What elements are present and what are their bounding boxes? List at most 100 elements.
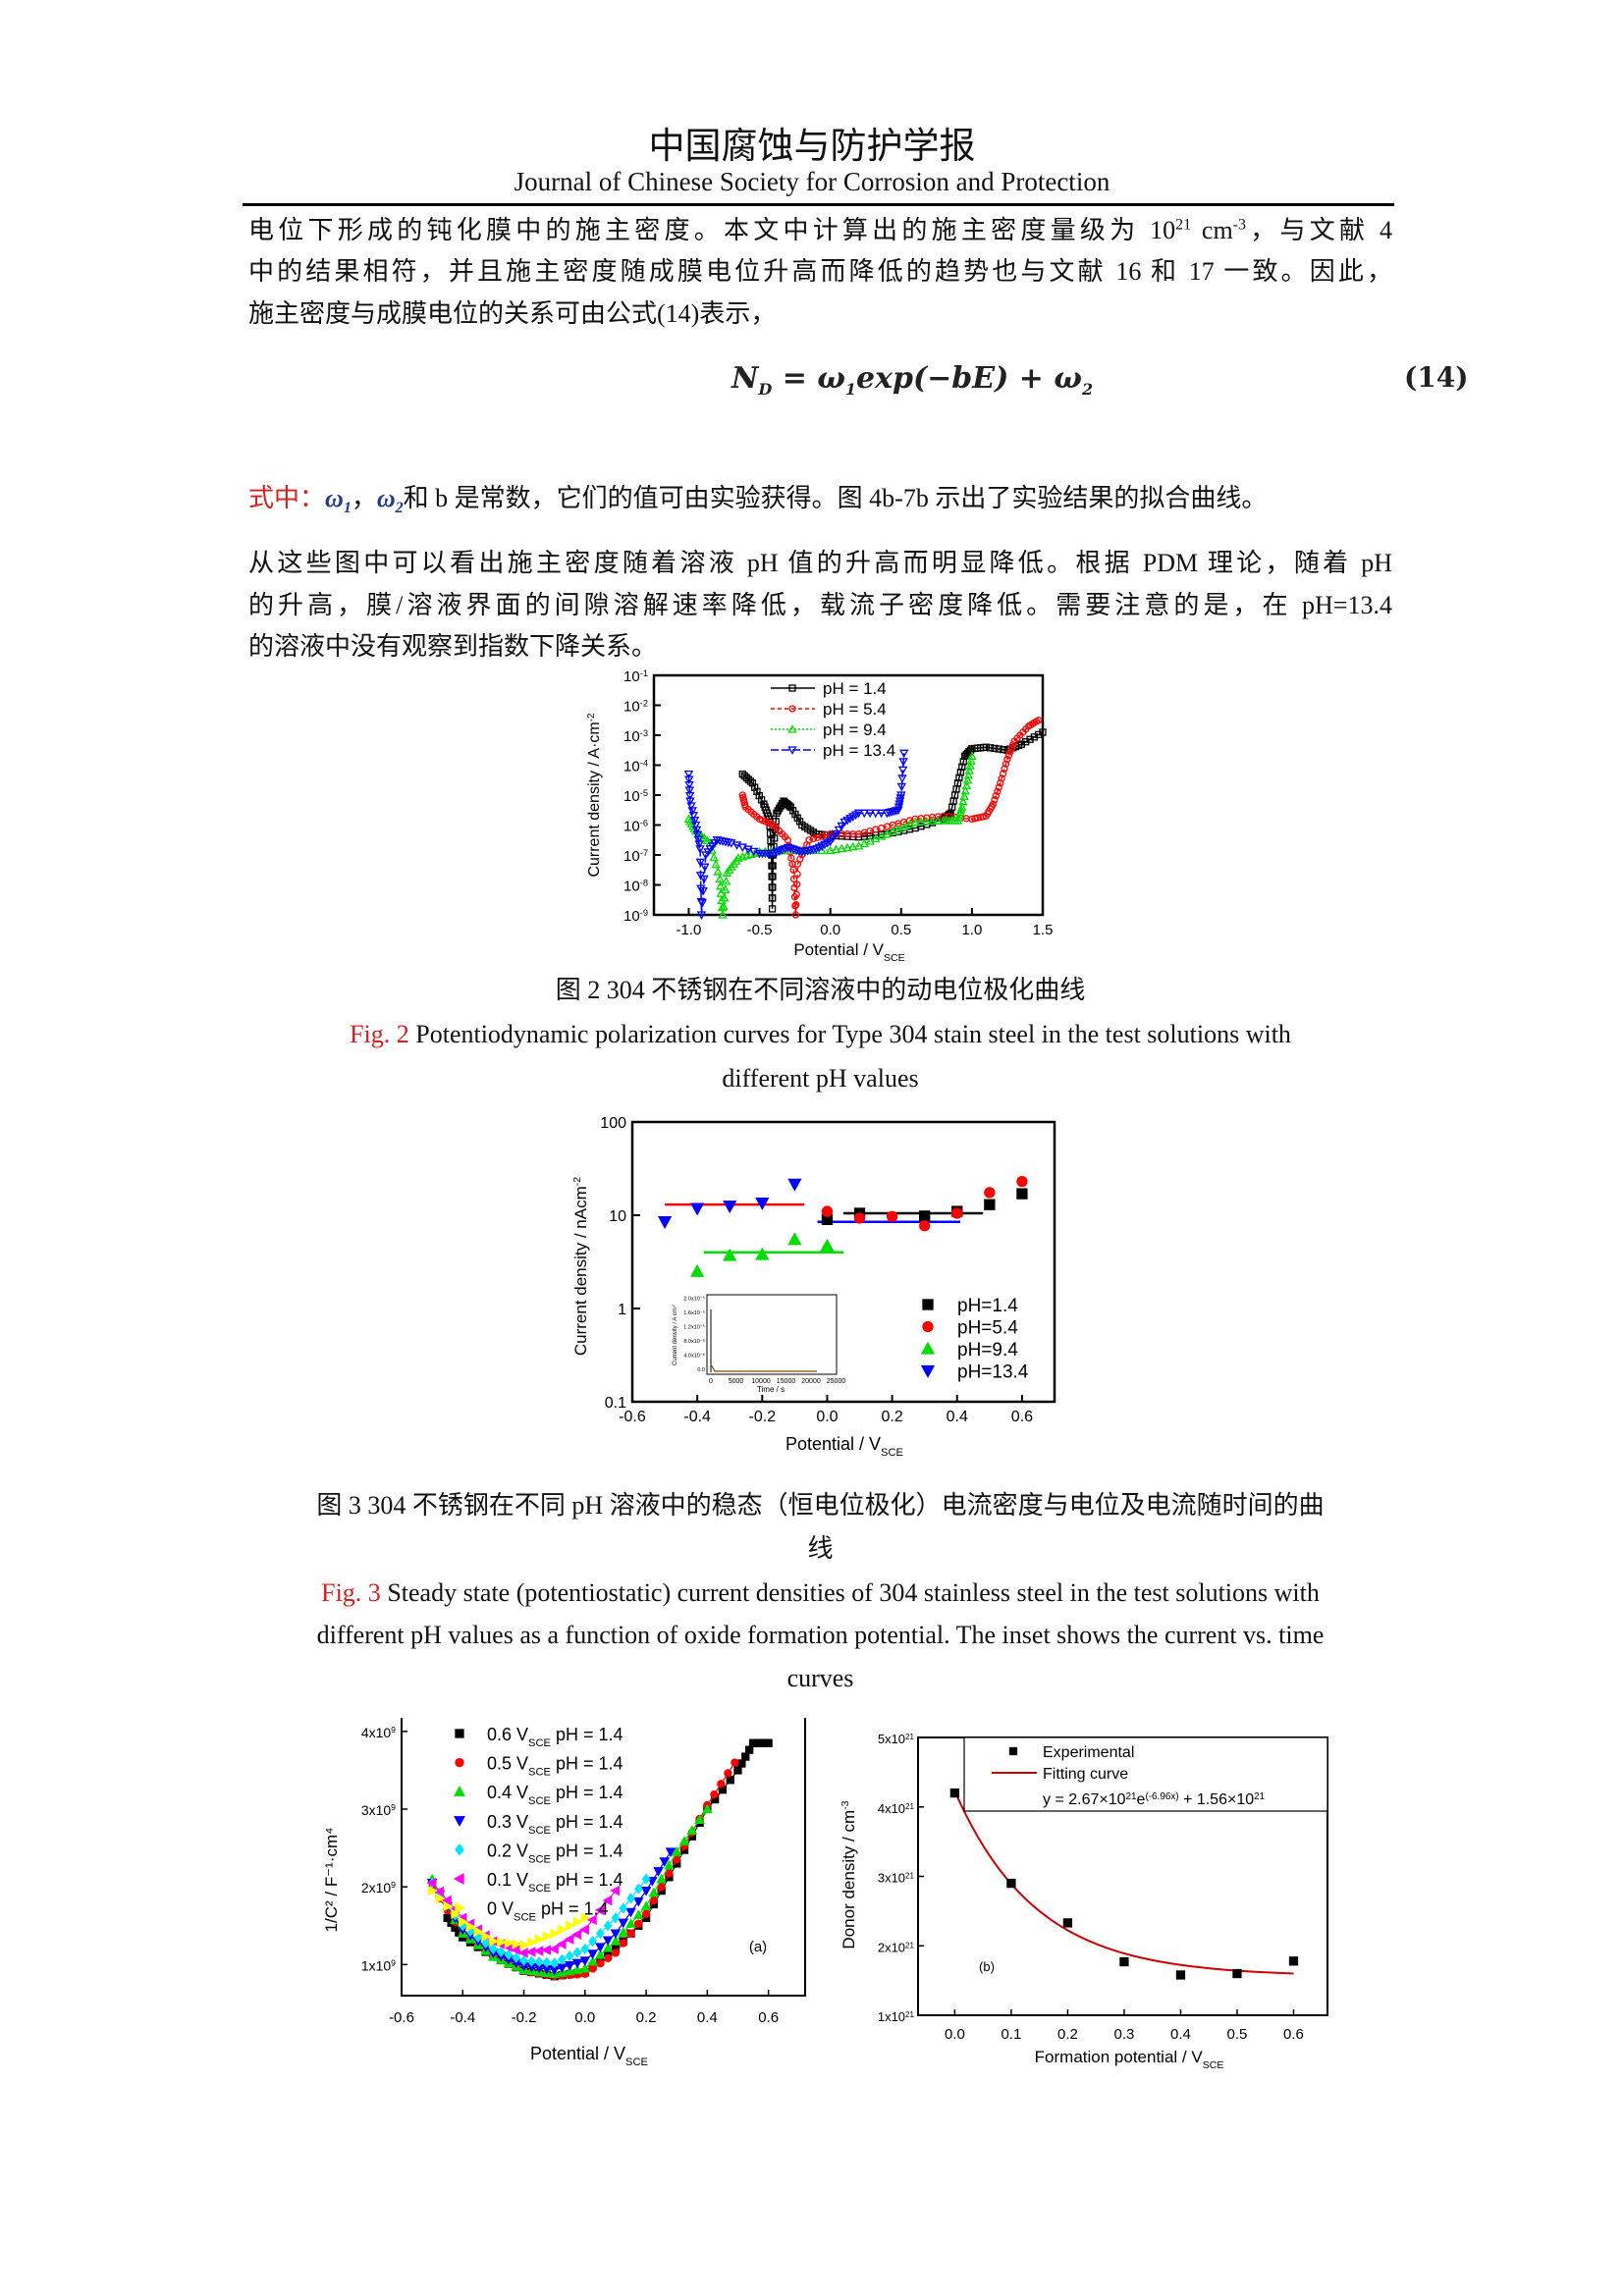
data-point [512,1951,521,1964]
data-point [695,858,705,868]
data-point [842,842,852,852]
text: (a) [749,1939,767,1955]
data-point [684,780,694,790]
text: pH = 5.4 [823,700,887,719]
legend-label: 0.1 VSCE pH = 1.4 [487,1870,623,1895]
text: 20000 [801,1378,821,1385]
sup-text: -2 [672,1305,676,1308]
data-point [566,1920,575,1932]
x-tick-label: 0.0 [574,2009,595,2026]
y-tick-label: 10-1 [623,668,648,685]
data-point [533,1946,544,1956]
inset-curve [710,1363,817,1372]
data-point [519,1940,530,1950]
y-tick-label: 10-2 [623,699,648,716]
data-point [738,771,746,778]
data-point [690,1263,705,1277]
legend-label: pH=13.4 [957,1362,1029,1383]
data-point [527,1955,536,1967]
data-point [871,833,881,843]
data-point [997,779,1004,787]
legend-label: 0.2 VSCE pH = 1.4 [487,1841,623,1865]
text: -1.0 [677,922,702,938]
data-point [957,802,967,811]
equation-number: (14) [1404,361,1469,394]
data-point [700,863,710,873]
legend-label: 0 VSCE pH = 1.4 [487,1899,609,1924]
legend-marker [455,1843,464,1856]
legend-marker [453,1873,464,1885]
x-axis-label: Potential / VSCE [793,940,904,964]
legend-label: 0.5 VSCE pH = 1.4 [487,1754,623,1779]
data-point [962,774,973,784]
sub-text: SCE [528,1883,551,1895]
data-point [596,1958,605,1968]
data-point [634,1919,643,1928]
data-point [640,1886,652,1896]
data-point [692,830,703,840]
data-point [754,846,765,856]
data-point [519,1954,528,1966]
data-point [1016,1175,1028,1188]
fig3-caption-en-line-2: different pH values as a function of oxi… [316,1621,1325,1649]
plot-frame [630,1120,1056,1404]
text: 5000 [729,1378,744,1385]
data-point [998,774,1005,782]
panel-label: (a) [749,1939,767,1955]
data-point [504,1938,514,1949]
x-tick-label: 0.0 [945,2026,965,2043]
sup: -3 [1232,216,1246,234]
data-point [695,845,705,854]
text: 10 [623,908,640,925]
inset-chart: 0 5000 10000 15000 20000 25000 0.0 4.0x10⁻⁶ 8.0x… [672,1294,845,1394]
text: 0.6 [1011,1409,1033,1425]
data-point [888,827,897,835]
data-point [791,911,800,919]
text: 0.6 [758,2009,779,2026]
y-tick-label: 10-3 [623,728,648,745]
legend-marker [787,724,797,733]
inset-y-tick-label: 1.6x10⁻⁵ [683,1309,705,1316]
y-tick-label: 0.1 [605,1395,626,1412]
journal-title-cn: 中国腐蚀与防护学报 [648,127,976,167]
panel-label: (b) [979,1959,995,1974]
text: 10 [623,788,640,805]
text: 3x10 [878,1871,905,1886]
data-point [991,796,999,804]
data-point [602,1936,614,1947]
text: 1.2x10⁻⁵ [683,1324,705,1331]
fig4a-chart: -0.6 -0.4 -0.2 0.0 0.2 0.4 0.61x1092x1093x1094… [322,1712,807,2068]
data-point [755,791,763,800]
y-tick-label: 10-7 [623,848,648,865]
data-point [640,1900,652,1911]
data-point [723,1248,737,1261]
legend-marker [454,1786,465,1796]
data-point [769,873,777,881]
inset-x-tick-label: 20000 [801,1378,821,1385]
text: 10 [623,668,640,685]
data-point [741,1752,750,1761]
data-point [963,770,974,779]
data-point [793,870,801,879]
series-pH54 [821,1175,1028,1232]
sub: 1 [343,500,352,517]
data-point [876,809,887,819]
data-point [1009,741,1017,749]
fig2-chart: -1.0 -0.5 0.0 0.5 1.0 1.510-910-810-710-610-5… [586,668,1054,964]
legend-box [963,1736,1328,1812]
data-point [992,791,1001,800]
sub: D [758,380,773,399]
data-point [791,846,801,856]
data-point [964,766,974,774]
data-point [459,1916,468,1928]
y-axis-label: Current density / nAcm-2 [571,1177,590,1356]
fig3-chart: -0.6 -0.4 -0.2 0.0 0.2 0.4 0.6 0.1 1 10 100 Potenti… [571,1115,1056,1459]
data-point [699,875,709,884]
data-point [792,900,800,909]
text: ω [325,484,344,512]
data-point [426,1877,437,1889]
data-point [743,845,753,855]
data-point [673,1855,681,1864]
data-point [789,866,797,874]
x-tick-label: 0.5 [891,922,911,938]
